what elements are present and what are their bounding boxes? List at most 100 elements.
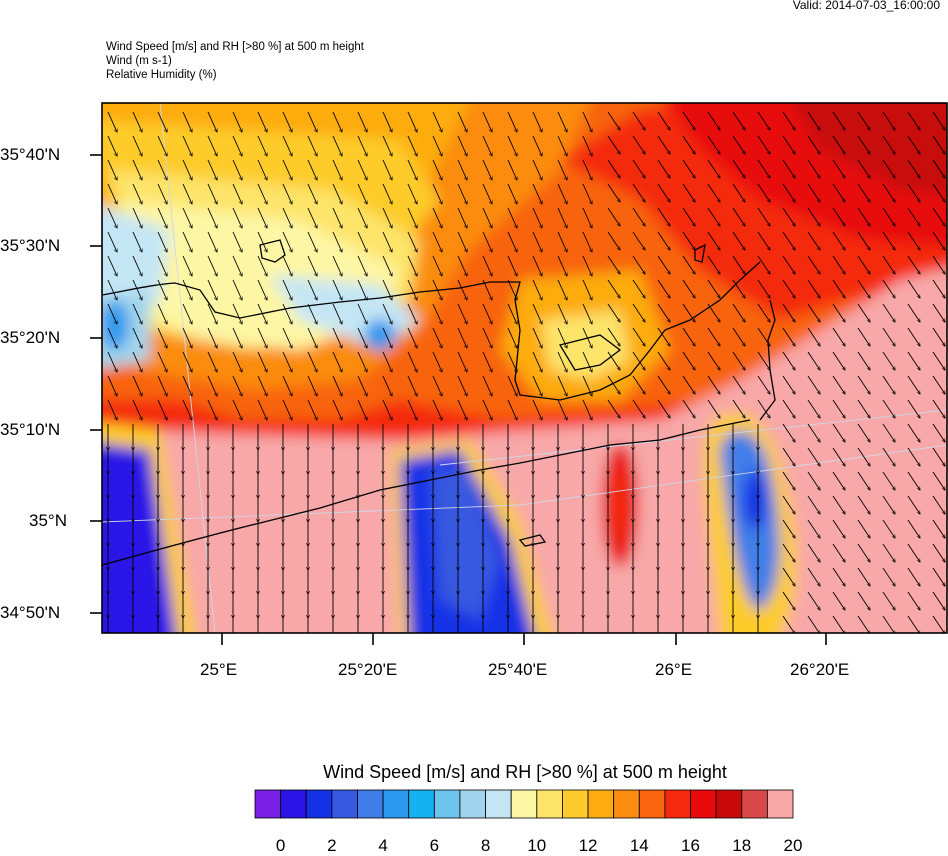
colorbar-label: 2 [327,836,337,855]
wind-barb-arrow [832,303,845,322]
wind-barb-arrow [782,183,795,202]
wind-barb-arrow [332,111,342,132]
wind-barb-arrow [732,351,745,370]
wind-barb-arrow [757,111,770,130]
wind-barb-arrow [707,279,720,298]
wind-barb-arrow [507,327,517,348]
wind-barb-arrow [282,399,292,420]
wind-barb-arrow [932,519,945,538]
colorbar-label: 8 [480,836,491,855]
colorbar-label: 6 [429,836,440,855]
wind-barb-arrow [432,255,442,276]
wind-barb-arrow [307,279,317,300]
wind-barb-arrow [632,303,645,322]
wind-barb-arrow [632,159,645,178]
wind-barb-arrow [882,375,895,394]
wind-barb-arrow [932,423,945,442]
wind-barb-arrow [632,135,645,154]
wind-barb-arrow [207,159,217,180]
wind-barb-arrow [657,111,670,130]
wind-barb-arrow [432,135,442,156]
wind-barb-arrow [532,255,542,276]
wind-barb-arrow [932,279,945,298]
wind-barb-arrow [457,303,467,324]
wind-barb-arrow [107,351,117,372]
wind-barb-arrow [707,303,720,322]
wind-barb-arrow [857,279,870,298]
wind-barb-arrow [157,399,167,420]
wind-barb-arrow [657,255,670,274]
wind-barb-arrow [732,207,745,226]
wind-barb-arrow [782,327,795,346]
wind-barb-arrow [432,231,442,252]
wind-barb-arrow [932,207,945,226]
wind-barb-arrow [707,399,720,418]
wind-barb-arrow [807,279,820,298]
wind-barb-arrow [832,207,845,226]
wind-barb-arrow [907,375,920,394]
wind-barb-arrow [582,207,592,228]
wind-barb-arrow [482,375,492,396]
wind-barb-arrow [807,591,820,610]
wind-barb-arrow [357,135,367,156]
wind-barb-arrow [482,351,492,372]
wind-barb-arrow [907,327,920,346]
wind-barb-arrow [107,183,117,204]
wind-barb-arrow [782,567,795,586]
wind-barb-arrow [932,471,945,490]
wind-barb-arrow [657,375,670,394]
wind-barb-arrow [307,207,317,228]
wind-barb-arrow [457,399,467,420]
wind-barb-arrow [557,279,567,300]
wind-barb-arrow [907,471,920,490]
wind-barb-arrow [882,471,895,490]
wind-barb-arrow [432,207,442,228]
wind-barb-arrow [832,543,845,562]
wind-barb-arrow [807,423,820,442]
wind-barb-arrow [132,135,142,156]
wind-barb-arrow [207,183,217,204]
wind-barb-arrow [457,135,467,156]
wind-barb-arrow [882,519,895,538]
wind-barb-arrow [832,327,845,346]
wind-barb-arrow [782,423,795,442]
wind-barb-arrow [407,351,417,372]
wind-barb-arrow [832,567,845,586]
wind-barb-arrow [582,279,592,300]
wind-barb-arrow [882,423,895,442]
wind-barb-arrow [707,351,720,370]
wind-barb-arrow [882,111,895,130]
wind-barb-arrow [107,135,117,156]
wind-barb-arrow [257,207,267,228]
wind-barb-arrow [582,135,592,156]
wind-barb-arrow [132,111,142,132]
wind-barb-arrow [107,399,117,420]
wind-barb-arrow [157,135,167,156]
wind-barb-arrow [307,159,317,180]
wind-barb-arrow [382,279,392,300]
wind-barb-arrow [182,303,192,324]
wind-barb-arrow [907,351,920,370]
wind-barb-arrow [782,519,795,538]
wind-barb-arrow [807,327,820,346]
wind-barb-arrow [157,255,167,276]
wind-barb-arrow [607,111,620,130]
wind-barb-arrow [282,207,292,228]
wind-barb-arrow [457,183,467,204]
wind-barb-arrow [757,279,770,298]
wind-barb-arrow [907,207,920,226]
wind-barb-arrow [682,351,695,370]
lat-label-35-30: 35°30'N [0,236,61,255]
wind-barb-arrow [582,351,592,372]
wind-barb-arrow [882,279,895,298]
wind-barb-arrow [757,327,770,346]
wind-barb-arrow [107,111,117,132]
wind-barb-arrow [682,159,695,178]
wind-vectors [107,111,945,633]
wind-barb-arrow [557,207,567,228]
wind-barb-arrow [232,111,242,132]
wind-barb-arrow [207,135,217,156]
lon-label-25: 25°E [200,660,238,679]
wind-barb-arrow [607,183,620,202]
wind-barb-arrow [457,111,467,132]
